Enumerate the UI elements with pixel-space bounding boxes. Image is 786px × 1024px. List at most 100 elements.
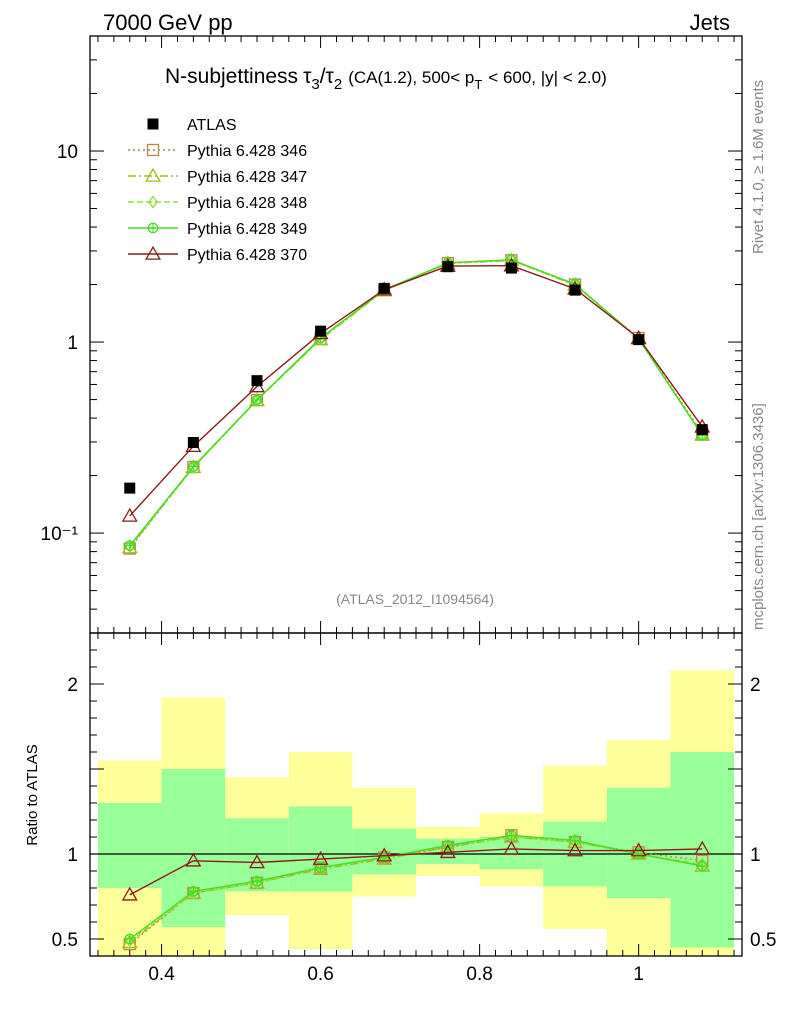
ratio-point-series-4 [185, 852, 202, 867]
x-tick-label: 0.6 [307, 964, 333, 985]
data-point [442, 261, 454, 273]
ratio-point-series-2 [633, 847, 644, 861]
inner-band-bin [288, 806, 353, 892]
ratio-line-series-4 [129, 848, 703, 896]
legend-marker-series-2 [148, 195, 158, 209]
data-point [187, 437, 199, 449]
ratio-y-tick-label-left: 1 [67, 845, 78, 866]
ratio-point-series-4 [312, 850, 329, 865]
main-point-series-3-cross [252, 395, 262, 405]
legend-marker-series-3 [147, 222, 159, 234]
main-point-series-2 [252, 393, 262, 407]
data-point [696, 424, 708, 436]
ratio-point-series-4 [376, 847, 393, 862]
title-cuts-a: (CA(1.2), 500< p [348, 68, 474, 87]
ratio-point-series-3 [188, 886, 199, 897]
main-point-series-3-cross [125, 540, 135, 551]
ratio-point-series-2 [315, 861, 326, 875]
main-point-series-2 [124, 540, 135, 554]
main-y-tick-label: 10 [57, 142, 78, 163]
title-slash: / [320, 65, 326, 88]
ratio-ylabel: Ratio to ATLAS [24, 744, 41, 845]
x-tick-label: 0.8 [466, 964, 492, 985]
data-point [251, 375, 263, 387]
ratio-point-series-4 [567, 842, 584, 857]
ratio-point-series-3-cross [252, 876, 262, 886]
x-tick-label: 1 [633, 964, 644, 985]
ratio-point-series-4 [630, 842, 647, 857]
legend-marker-series-0 [146, 143, 160, 157]
header-left: 7000 GeV pp [103, 10, 233, 35]
ratio-point-series-2 [442, 838, 453, 853]
ratio-series-layer [121, 828, 711, 951]
title-cuts-sub: T [474, 77, 482, 92]
data-point [505, 262, 517, 274]
main-line-series-2 [129, 259, 703, 548]
ratio-point-series-3 [124, 933, 136, 945]
main-y-tick-label: 10⁻¹ [41, 524, 79, 545]
main-point-series-3 [251, 394, 263, 406]
inner-band-bin [161, 769, 226, 928]
ratio-point-series-3 [569, 835, 581, 846]
ratio-point-series-4 [439, 844, 456, 859]
title-sub3: 3 [311, 76, 319, 93]
data-point [315, 325, 327, 337]
ratio-point-series-3-cross [697, 861, 707, 871]
legend-data-marker [147, 118, 159, 130]
title-main: N-subjettiness [165, 65, 298, 88]
main-point-series-2 [188, 461, 199, 475]
ratio-point-series-4 [248, 854, 265, 869]
title-cuts-b: < 600, |y| < 2.0) [488, 68, 606, 87]
ratio-line-series-3 [129, 834, 703, 940]
ratio-y-tick-label-left: 2 [67, 675, 78, 696]
main-line-series-3 [129, 258, 703, 547]
inner-band-bin [97, 803, 162, 888]
rivet-label: Rivet 4.1.0, ≥ 1.6M events [750, 80, 767, 254]
legend-label-series-2: Pythia 6.428 348 [187, 195, 307, 212]
main-line-series-1 [129, 259, 703, 549]
main-point-series-3 [188, 461, 199, 472]
legend-marker-series-4 [145, 245, 161, 260]
plot-title: N-subjettiness τ3/τ2 (CA(1.2), 500< pT < 60… [165, 65, 607, 93]
main-point-series-3-cross [188, 461, 199, 472]
ratio-point-series-3 [251, 875, 263, 887]
mcplots-label: mcplots.cern.ch [arXiv:1306.3436] [750, 403, 767, 630]
ratio-y-tick-label-right: 2 [750, 675, 761, 696]
legend-label-series-4: Pythia 6.428 370 [187, 247, 307, 264]
main-point-series-3 [124, 540, 136, 551]
data-point [633, 334, 645, 346]
analysis-id: (ATLAS_2012_I1094564) [336, 591, 494, 607]
ratio-y-tick-label-right: 0.5 [750, 930, 776, 951]
main-series-layer [121, 252, 711, 555]
data-point [124, 482, 136, 494]
title-tau3: τ [303, 65, 312, 88]
ratio-y-tick-label-right: 1 [750, 845, 761, 866]
legend-marker-series-1 [145, 167, 161, 182]
ratio-y-tick-label-left: 0.5 [52, 930, 78, 951]
axes-layer: 0.4 0.6 0.8 1 10 1 10⁻¹ 2 2 1 1 0.5 0.5 [41, 35, 776, 985]
legend: ATLAS Pythia 6.428 346 Pythia 6.428 347 Pyt… [128, 117, 307, 264]
main-point-series-2 [315, 332, 326, 346]
legend-label-series-3: Pythia 6.428 349 [187, 221, 307, 238]
x-tick-label: 0.4 [148, 964, 175, 985]
title-tau2: τ [326, 65, 335, 88]
legend-label-series-0: Pythia 6.428 346 [187, 143, 307, 160]
ratio-point-series-4 [121, 886, 138, 901]
header-right: Jets [690, 10, 730, 35]
ratio-uncertainty-bands [90, 670, 742, 956]
main-point-series-4 [121, 507, 138, 522]
legend-marker-series-3-cross [148, 223, 158, 233]
data-point [569, 284, 581, 296]
data-point [378, 282, 390, 294]
legend-label-data: ATLAS [187, 117, 237, 134]
main-y-tick-label: 1 [67, 333, 78, 354]
main-line-series-4 [129, 265, 703, 517]
ratio-point-series-4 [503, 840, 520, 855]
ratio-point-series-3 [696, 860, 708, 872]
title-sub2: 2 [334, 76, 342, 93]
ratio-point-series-3-cross [125, 934, 135, 944]
legend-label-series-1: Pythia 6.428 347 [187, 169, 307, 186]
ratio-point-series-3-cross [188, 886, 199, 897]
ratio-point-series-4 [694, 840, 711, 855]
